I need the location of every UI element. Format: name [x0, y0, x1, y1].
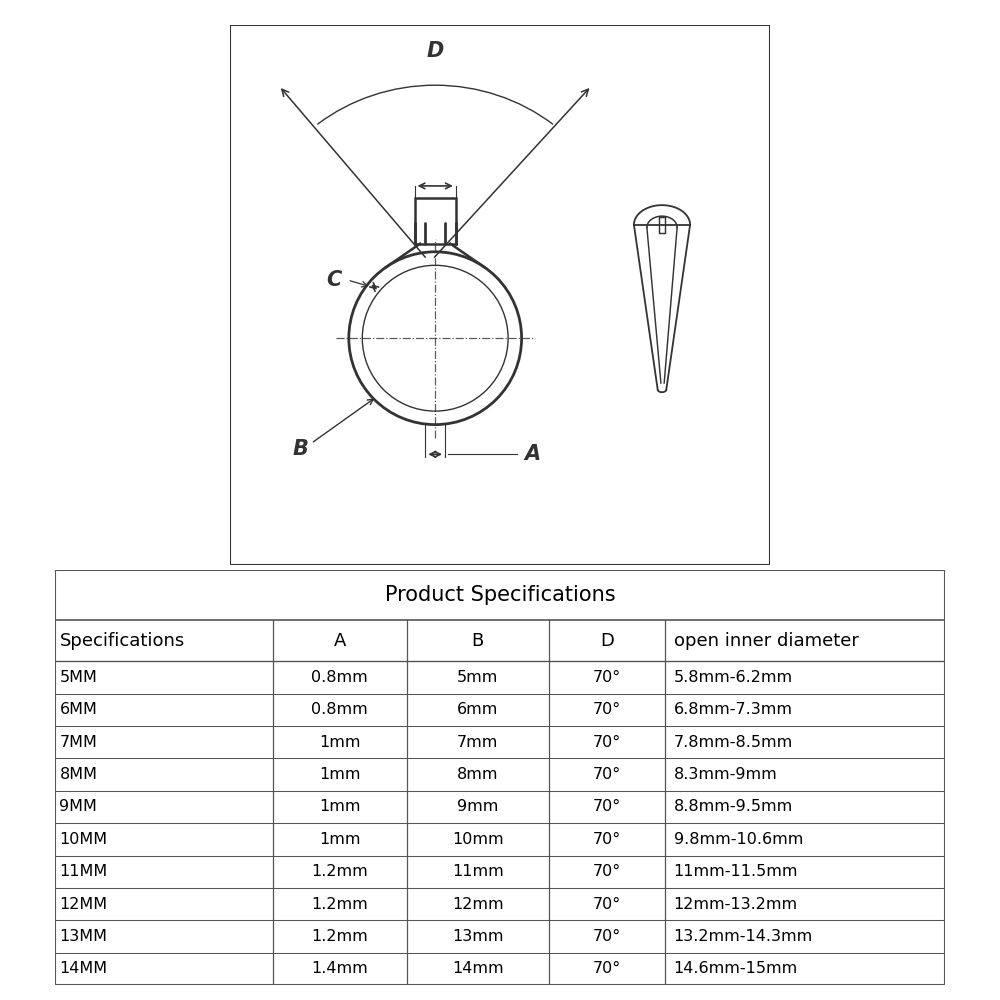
- Text: C: C: [326, 270, 342, 290]
- Text: 1mm: 1mm: [319, 832, 361, 847]
- Text: 5MM: 5MM: [59, 670, 97, 685]
- Text: 11MM: 11MM: [59, 864, 108, 879]
- Text: 10MM: 10MM: [59, 832, 108, 847]
- Text: 9mm: 9mm: [457, 799, 498, 814]
- Text: Specifications: Specifications: [59, 632, 185, 650]
- Text: 1.2mm: 1.2mm: [311, 864, 368, 879]
- Text: 70°: 70°: [593, 735, 621, 750]
- Text: 14.6mm-15mm: 14.6mm-15mm: [674, 961, 798, 976]
- Text: 1.2mm: 1.2mm: [311, 929, 368, 944]
- Text: 12mm-13.2mm: 12mm-13.2mm: [674, 897, 798, 912]
- Text: 13mm: 13mm: [452, 929, 504, 944]
- Text: 7MM: 7MM: [59, 735, 97, 750]
- Text: 1.2mm: 1.2mm: [311, 897, 368, 912]
- Text: 70°: 70°: [593, 799, 621, 814]
- Text: 70°: 70°: [593, 832, 621, 847]
- Text: A: A: [334, 632, 346, 650]
- Text: 10mm: 10mm: [452, 832, 504, 847]
- Text: 9MM: 9MM: [59, 799, 97, 814]
- Text: Product Specifications: Product Specifications: [385, 585, 615, 605]
- Text: 70°: 70°: [593, 897, 621, 912]
- Text: 70°: 70°: [593, 670, 621, 685]
- Text: 11mm-11.5mm: 11mm-11.5mm: [674, 864, 798, 879]
- Text: 12mm: 12mm: [452, 897, 504, 912]
- Text: B: B: [292, 439, 308, 459]
- Text: 1mm: 1mm: [319, 735, 361, 750]
- Text: 1.4mm: 1.4mm: [311, 961, 368, 976]
- Text: 1mm: 1mm: [319, 799, 361, 814]
- Text: 70°: 70°: [593, 864, 621, 879]
- Text: 13.2mm-14.3mm: 13.2mm-14.3mm: [674, 929, 813, 944]
- Text: 70°: 70°: [593, 961, 621, 976]
- Text: D: D: [600, 632, 614, 650]
- Text: 12MM: 12MM: [59, 897, 108, 912]
- Text: D: D: [427, 41, 444, 61]
- Text: B: B: [472, 632, 484, 650]
- Text: 7.8mm-8.5mm: 7.8mm-8.5mm: [674, 735, 793, 750]
- Text: 8mm: 8mm: [457, 767, 499, 782]
- Text: A: A: [524, 444, 540, 464]
- Text: 7mm: 7mm: [457, 735, 498, 750]
- Text: 70°: 70°: [593, 929, 621, 944]
- Text: 8.3mm-9mm: 8.3mm-9mm: [674, 767, 777, 782]
- Text: 5mm: 5mm: [457, 670, 498, 685]
- Text: 6MM: 6MM: [59, 702, 97, 717]
- Text: 9.8mm-10.6mm: 9.8mm-10.6mm: [674, 832, 803, 847]
- Text: open inner diameter: open inner diameter: [674, 632, 858, 650]
- Text: 1mm: 1mm: [319, 767, 361, 782]
- Text: 70°: 70°: [593, 702, 621, 717]
- Text: 0.8mm: 0.8mm: [311, 702, 368, 717]
- Text: 0.8mm: 0.8mm: [311, 670, 368, 685]
- Text: 14mm: 14mm: [452, 961, 504, 976]
- Text: 6.8mm-7.3mm: 6.8mm-7.3mm: [674, 702, 793, 717]
- Bar: [415, 198, 456, 244]
- Text: 8MM: 8MM: [59, 767, 97, 782]
- Bar: [659, 217, 665, 233]
- Text: 13MM: 13MM: [59, 929, 107, 944]
- Text: 14MM: 14MM: [59, 961, 108, 976]
- Text: 70°: 70°: [593, 767, 621, 782]
- Text: 8.8mm-9.5mm: 8.8mm-9.5mm: [674, 799, 793, 814]
- Text: 5.8mm-6.2mm: 5.8mm-6.2mm: [674, 670, 793, 685]
- Text: 6mm: 6mm: [457, 702, 498, 717]
- Text: 11mm: 11mm: [452, 864, 504, 879]
